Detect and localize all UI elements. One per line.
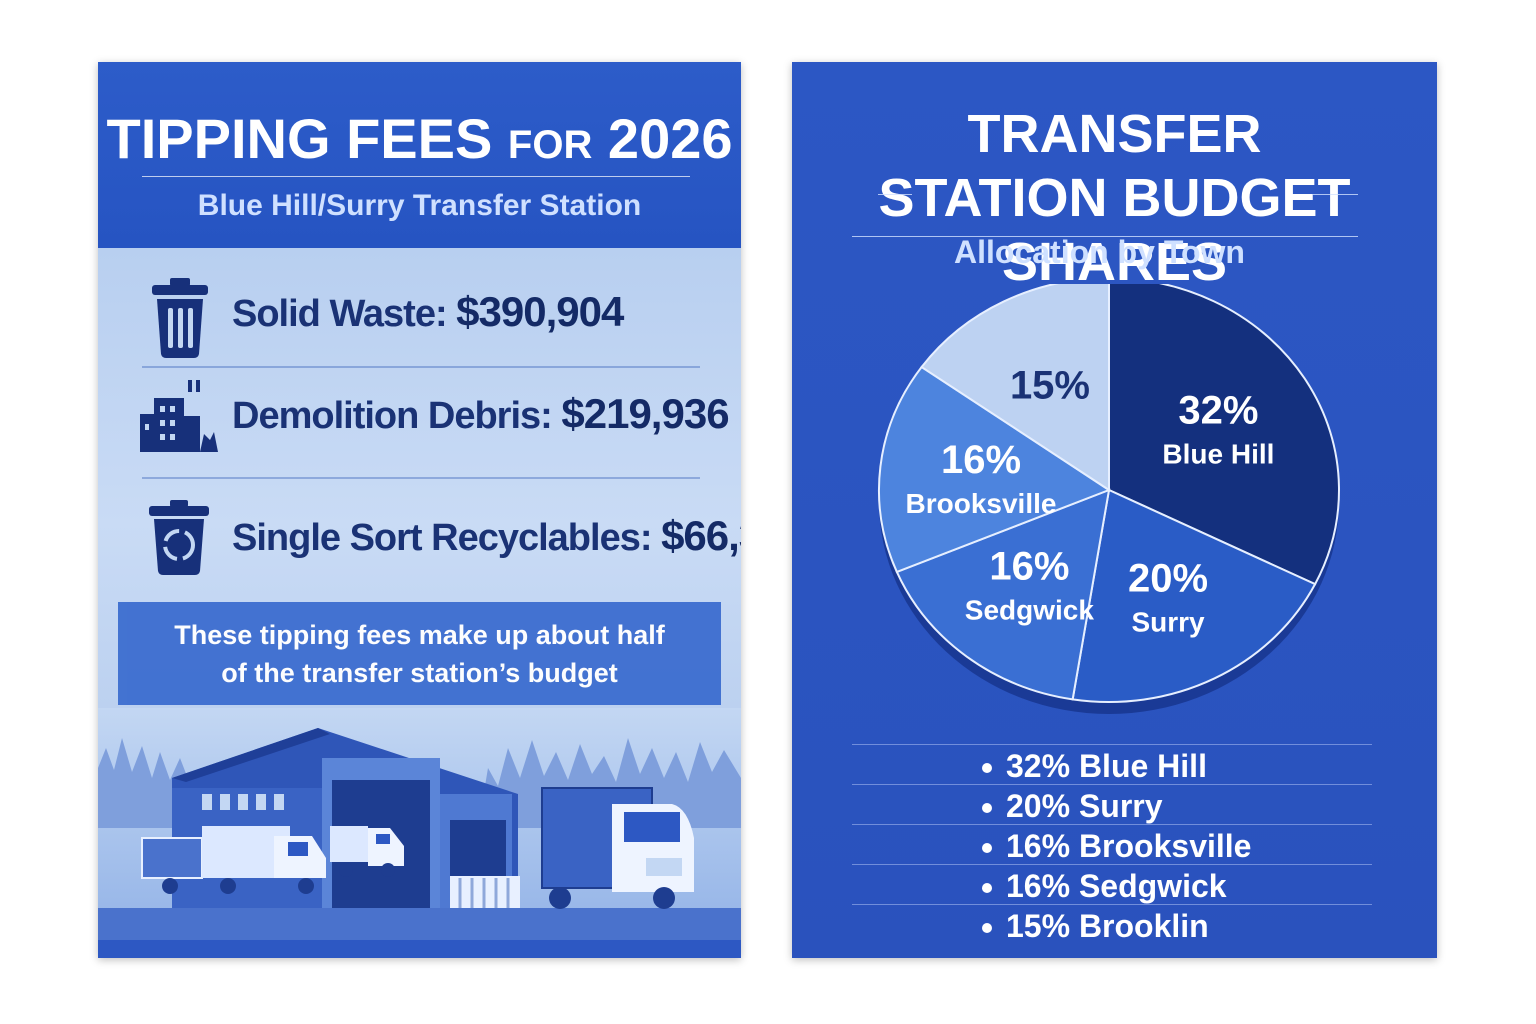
pie-label-town: Blue Hill: [1162, 438, 1274, 469]
chart-title: TRANSFER STATION BUDGET SHARES: [878, 104, 1351, 292]
tipping-fees-panel: TIPPING FEES FOR 2026 Blue Hill/Surry Tr…: [98, 62, 741, 958]
legend-item: 20% Surry: [792, 788, 1437, 828]
ground-edge: [98, 940, 741, 958]
pie-slice-surry: [1071, 488, 1317, 703]
budget-note-line1: These tipping fees make up about half: [174, 620, 665, 650]
fee-row-solid-waste: Solid Waste: $390,904: [98, 268, 741, 358]
legend-divider: [852, 744, 1372, 745]
title-rule-left: [878, 194, 912, 195]
truck-in-bay: [330, 826, 404, 877]
box-truck-large: [541, 787, 694, 909]
legend-item-label: 16% Brooksville: [1006, 828, 1252, 864]
legend-item: 32% Blue Hill: [792, 748, 1437, 788]
demolition-debris-amount: $219,936: [561, 390, 729, 437]
fee-divider: [142, 366, 700, 368]
budget-note-box: These tipping fees make up about half of…: [118, 602, 721, 705]
legend-item: 16% Brooksville: [792, 828, 1437, 868]
solid-waste-label: Solid Waste:: [232, 293, 448, 335]
budget-pie-chart: 32% Blue Hill 20% Surry 16% Sedgwick 16% Brooks…: [878, 284, 1340, 714]
budget-note: These tipping fees make up about half of…: [118, 616, 721, 692]
single-sort-text: Single Sort Recyclables: $66,375: [232, 512, 741, 560]
legend-divider: [852, 864, 1372, 865]
pie-slice-sedgwick: [895, 488, 1111, 701]
title-rule-right: [1312, 194, 1358, 195]
demolition-debris-label: Demolition Debris:: [232, 395, 553, 437]
title-year: 2026: [607, 107, 733, 170]
legend-divider: [852, 784, 1372, 785]
legend-item-label: 32% Blue Hill: [1006, 748, 1207, 784]
fee-divider: [142, 477, 700, 479]
legend-item-label: 15% Brooklin: [1006, 908, 1209, 944]
subtitle-rule: [852, 236, 1358, 237]
single-sort-label: Single Sort Recyclables:: [232, 517, 652, 559]
solid-waste-text: Solid Waste: $390,904: [232, 288, 624, 336]
bullet-icon: [982, 883, 992, 893]
demolition-debris-text: Demolition Debris: $219,936: [232, 390, 730, 438]
bullet-icon: [982, 843, 992, 853]
trash-can-icon: [152, 278, 208, 358]
fee-row-demolition-debris: Demolition Debris: $219,936: [98, 376, 741, 466]
pie-label-town: Brooksville: [906, 488, 1057, 519]
title-for: FOR: [507, 123, 593, 167]
tipping-fees-title: TIPPING FEES FOR 2026: [98, 106, 741, 171]
title-divider: [142, 176, 690, 177]
garbage-truck-small: [141, 826, 326, 894]
pie-label-percent: 32%: [1178, 388, 1258, 432]
building-debris-icon: [140, 380, 218, 452]
tipping-fees-subtitle: Blue Hill/Surry Transfer Station: [197, 189, 642, 222]
legend-divider: [852, 824, 1372, 825]
chart-subtitle: Allocation by Town: [954, 234, 1245, 270]
bullet-icon: [982, 923, 992, 933]
pie-label-percent: 15%: [1010, 363, 1090, 407]
pie-label-town: Surry: [1131, 607, 1205, 638]
legend-item-label: 16% Sedgwick: [1006, 868, 1227, 904]
recycling-bin-icon: [149, 500, 209, 575]
fee-row-single-sort: Single Sort Recyclables: $66,375: [98, 496, 741, 586]
pie-label-percent: 20%: [1128, 557, 1208, 601]
budget-shares-panel: TRANSFER STATION BUDGET SHARES Allocatio…: [792, 62, 1437, 958]
legend-item-label: 20% Surry: [1006, 788, 1163, 824]
tipping-fees-header: TIPPING FEES FOR 2026 Blue Hill/Surry Tr…: [98, 62, 741, 248]
bullet-icon: [982, 763, 992, 773]
budget-note-line2: of the transfer station’s budget: [221, 658, 618, 688]
legend-item: 15% Brooklin: [792, 908, 1437, 948]
legend-divider: [852, 904, 1372, 905]
solid-waste-amount: $390,904: [456, 288, 624, 335]
pie-label-percent: 16%: [941, 438, 1021, 482]
single-sort-amount: $66,375: [661, 512, 741, 559]
bullet-icon: [982, 803, 992, 813]
pie-label-town: Sedgwick: [965, 594, 1095, 625]
pie-slice-blue-hill: [1108, 284, 1340, 586]
pie-slice-brooklin: [920, 284, 1110, 492]
pie-slice-brooksville: [878, 365, 1112, 574]
transfer-station-illustration: [98, 708, 741, 958]
budget-shares-title: TRANSFER STATION BUDGET SHARES: [792, 102, 1437, 294]
legend-item: 16% Sedgwick: [792, 868, 1437, 908]
title-main: TIPPING FEES: [106, 107, 493, 170]
pie-label-percent: 16%: [989, 544, 1069, 588]
